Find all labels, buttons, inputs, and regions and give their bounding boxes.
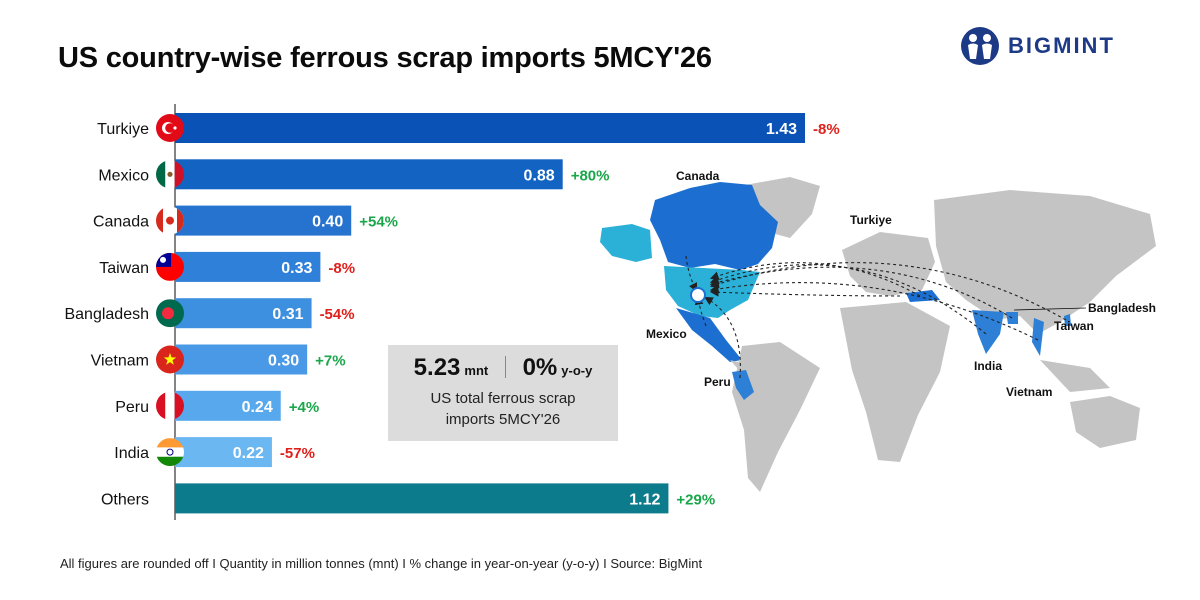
bar-others — [175, 483, 669, 514]
kpi-label: US total ferrous scrap imports 5MCY'26 — [430, 390, 576, 428]
flag-icon-india — [156, 438, 184, 467]
peru-shape — [732, 370, 754, 400]
alaska-shape — [600, 224, 652, 262]
category-label-peru: Peru — [115, 399, 149, 416]
australia-shape — [1070, 396, 1140, 448]
map-label-mexico: Mexico — [646, 327, 687, 341]
category-label-india: India — [114, 445, 149, 462]
asia-shape — [934, 190, 1156, 334]
bar-bangladesh — [175, 298, 312, 329]
bar-value-label-bangladesh: 0.31 — [272, 306, 303, 323]
bar-vietnam — [175, 344, 308, 375]
bar-turkiye — [175, 113, 805, 143]
africa-shape — [840, 302, 950, 462]
category-label-others: Others — [101, 491, 149, 508]
map-label-vietnam: Vietnam — [1006, 385, 1052, 399]
bar-taiwan — [175, 251, 321, 282]
category-label-mexico: Mexico — [98, 167, 149, 184]
south-america-shape — [732, 342, 820, 492]
india-shape — [972, 310, 1004, 354]
category-label-taiwan: Taiwan — [99, 260, 149, 277]
kpi-value: 5.23 — [413, 354, 461, 381]
flag-icon-vietnam — [156, 345, 184, 374]
mexico-shape — [676, 308, 742, 362]
bar-value-label-mexico: 0.88 — [524, 167, 555, 184]
yoy-change-label-peru: +4% — [289, 399, 319, 416]
bangladesh-leader-line — [1013, 307, 1087, 311]
map-label-taiwan: Taiwan — [1054, 319, 1094, 333]
bar-value-label-india: 0.22 — [233, 445, 264, 462]
category-label-turkiye: Turkiye — [97, 121, 149, 138]
yoy-change-label-turkiye: -8% — [813, 121, 840, 138]
yoy-change-label-taiwan: -8% — [328, 260, 355, 277]
vietnam-shape — [1032, 318, 1044, 356]
kpi-change: 0% — [522, 354, 558, 381]
kpi-box: 5.23 mnt 0% y-o-y US total ferrous scrap i… — [388, 345, 618, 441]
yoy-change-label-mexico: +80% — [571, 167, 610, 184]
bar-value-label-taiwan: 0.33 — [281, 260, 312, 277]
taiwan-shape — [1064, 314, 1071, 326]
kpi-change-unit: y-o-y — [561, 363, 593, 378]
bar-value-label-turkiye: 1.43 — [766, 121, 797, 138]
bar-peru — [175, 390, 281, 421]
bar-india — [175, 437, 272, 468]
flag-icon-turkiye — [156, 114, 184, 142]
bar-value-label-vietnam: 0.30 — [268, 353, 299, 370]
canada-shape — [650, 182, 778, 270]
bar-chart: 1.43 -8% Turkiye 0.88 +80% Mexico 0.40 +54% Cana… — [64, 104, 840, 520]
map-label-peru: Peru — [704, 375, 731, 389]
route-turkiye — [709, 262, 921, 297]
category-label-vietnam: Vietnam — [91, 353, 149, 370]
kpi-divider — [504, 356, 506, 378]
flag-icon-mexico — [156, 160, 184, 189]
kpi-unit: mnt — [464, 363, 489, 378]
bar-value-label-others: 1.12 — [629, 491, 660, 508]
route-canada — [685, 255, 697, 292]
map-label-turkiye: Turkiye — [850, 213, 892, 227]
yoy-change-label-others: +29% — [676, 491, 715, 508]
bar-value-label-peru: 0.24 — [242, 399, 273, 416]
footer-note: All figures are rounded off I Quantity i… — [60, 556, 703, 571]
flag-icon-taiwan — [156, 252, 184, 281]
yoy-change-label-canada: +54% — [359, 214, 398, 231]
bar-mexico — [175, 159, 563, 190]
page-title: US country-wise ferrous scrap imports 5M… — [58, 42, 712, 74]
bar-canada — [175, 205, 352, 236]
route-india — [709, 264, 987, 335]
brand-logo: BIGMINT — [960, 26, 1115, 66]
southeast-asia-shape — [1040, 360, 1110, 392]
map-label-india: India — [974, 359, 1002, 373]
yoy-change-label-india: -57% — [280, 445, 315, 462]
us-hub-marker — [690, 287, 706, 303]
flag-icon-peru — [156, 391, 184, 420]
route-bangladesh — [709, 266, 1013, 319]
yoy-change-label-bangladesh: -54% — [320, 306, 355, 323]
brand-name: BIGMINT — [1008, 33, 1115, 58]
category-label-canada: Canada — [93, 214, 149, 231]
category-label-bangladesh: Bangladesh — [64, 306, 149, 323]
bigmint-logo-icon — [961, 27, 999, 65]
route-taiwan — [709, 262, 1067, 321]
route-peru — [704, 296, 741, 379]
bar-value-label-canada: 0.40 — [312, 214, 343, 231]
flag-icon-bangladesh — [156, 299, 184, 328]
map-label-canada: Canada — [676, 169, 720, 183]
route-europe — [709, 287, 901, 297]
world-map: Canada Turkiye Bangladesh Taiwan Mexico … — [600, 169, 1156, 492]
yoy-change-label-vietnam: +7% — [315, 353, 345, 370]
flag-icon-canada — [156, 206, 184, 235]
map-label-bangladesh: Bangladesh — [1088, 301, 1156, 315]
route-vietnam — [709, 282, 1039, 341]
